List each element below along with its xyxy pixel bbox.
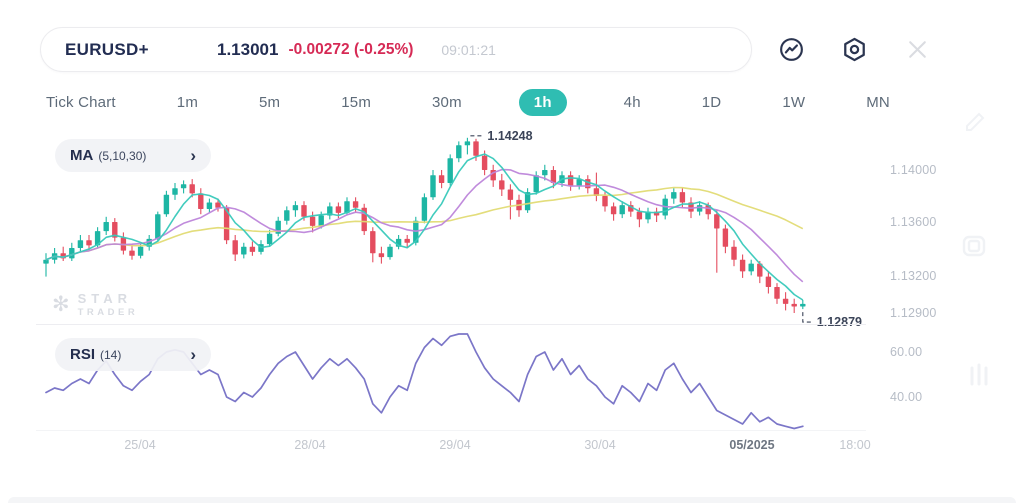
- tab-mn[interactable]: MN: [866, 94, 890, 111]
- price-axis-label: 1.12900: [890, 306, 937, 320]
- trend-chart-icon[interactable]: [776, 34, 806, 64]
- tab-1h-selected[interactable]: 1h: [518, 89, 567, 116]
- ma-indicator-name: MA: [70, 147, 94, 164]
- rsi-indicator-params: (14): [100, 348, 122, 362]
- price-axis-label: 1.14000: [890, 163, 937, 177]
- ma-indicator-button[interactable]: MA (5,10,30) ›: [55, 139, 211, 172]
- star-logo-icon: ✻: [52, 293, 70, 316]
- time-axis-label-current: 05/2025: [729, 438, 775, 452]
- close-icon[interactable]: [902, 34, 932, 64]
- timeframe-tabs: Tick Chart 1m 5m 15m 30m 1h 4h 1D 1W MN: [42, 89, 894, 116]
- rsi-axis-label: 60.00: [890, 345, 923, 359]
- current-price: 1.13001: [217, 39, 279, 59]
- svg-text:1.14248: 1.14248: [487, 129, 532, 143]
- star-trader-watermark: ✻ STAR TRADER: [52, 291, 138, 318]
- chevron-right-icon: ›: [190, 146, 196, 165]
- tab-5m[interactable]: 5m: [259, 94, 281, 111]
- topbar-actions: [776, 34, 932, 64]
- price-chart-svg[interactable]: 1.14248 1.12879: [40, 125, 865, 330]
- time-axis-label: 18:00: [839, 438, 871, 452]
- panel-divider: [36, 324, 866, 325]
- ma-indicator-params: (5,10,30): [98, 149, 147, 163]
- panel-divider: [36, 430, 866, 431]
- chevron-right-icon: ›: [190, 345, 196, 364]
- svg-text:1.12879: 1.12879: [817, 315, 862, 329]
- rsi-indicator-button[interactable]: RSI (14) ›: [55, 338, 211, 371]
- rsi-indicator-name: RSI: [70, 346, 96, 363]
- tab-15m[interactable]: 15m: [341, 94, 372, 111]
- watermark-line2: TRADER: [77, 307, 139, 318]
- frame-tool-icon[interactable]: [960, 233, 988, 264]
- symbol-name: EURUSD+: [65, 39, 149, 59]
- watermark-line1: STAR: [77, 291, 133, 306]
- quote-bar[interactable]: EURUSD+ 1.13001 -0.00272 (-0.25%) 09:01:…: [40, 27, 752, 72]
- price-axis-label: 1.13600: [890, 215, 937, 229]
- tab-1d[interactable]: 1D: [701, 94, 722, 111]
- quote-time: 09:01:21: [441, 41, 496, 58]
- time-axis-label: 25/04: [124, 438, 156, 452]
- rsi-axis-label: 40.00: [890, 390, 923, 404]
- price-axis-label: 1.13200: [890, 269, 937, 283]
- tab-tick-chart[interactable]: Tick Chart: [46, 94, 116, 111]
- bottom-sheet-edge: [8, 497, 1016, 503]
- tab-1m[interactable]: 1m: [176, 94, 199, 111]
- time-axis-label: 30/04: [584, 438, 616, 452]
- time-axis-label: 29/04: [439, 438, 471, 452]
- tab-4h[interactable]: 4h: [623, 94, 641, 111]
- time-axis-label: 28/04: [294, 438, 326, 452]
- draw-pencil-icon[interactable]: [963, 110, 987, 139]
- settings-gear-icon[interactable]: [839, 34, 869, 64]
- tab-1w[interactable]: 1W: [782, 94, 806, 111]
- tab-30m[interactable]: 30m: [432, 94, 462, 111]
- price-change: -0.00272 (-0.25%): [288, 40, 414, 58]
- volume-bars-icon[interactable]: [966, 360, 992, 395]
